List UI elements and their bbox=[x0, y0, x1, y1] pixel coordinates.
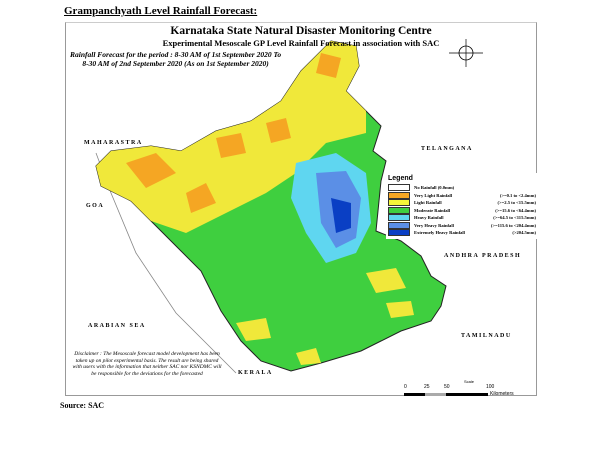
legend-swatch bbox=[388, 229, 410, 237]
legend-item: Very Heavy Rainfall (>=115.6 to <204.4mm) bbox=[388, 221, 536, 230]
legend-title: Legend bbox=[388, 175, 413, 182]
label-telangana: TELANGANA bbox=[421, 146, 473, 152]
scale-tick: 50 bbox=[444, 384, 450, 390]
label-arabian-sea: ARABIAN SEA bbox=[88, 323, 146, 329]
scale-bar: Scale 0 25 50 100 Kilometers bbox=[404, 379, 534, 397]
source-note: Source: SAC bbox=[60, 401, 105, 410]
legend-range: (>=15.6 to <64.4mm) bbox=[495, 207, 536, 213]
map-subtitle: Experimental Mesoscale GP Level Rainfall… bbox=[162, 38, 440, 48]
scale-title: Scale bbox=[463, 379, 474, 384]
north-arrow-compass-icon bbox=[449, 39, 483, 67]
legend-range: (>=0.1 to <2.4mm) bbox=[499, 192, 536, 198]
legend-range: (>=2.5 to <15.5mm) bbox=[497, 200, 536, 206]
scale-tick: 100 bbox=[486, 384, 495, 390]
label-goa: GOA bbox=[86, 203, 105, 209]
legend-range: (>=64.5 to <115.5mm) bbox=[493, 215, 536, 221]
legend-range: (>=115.6 to <204.4mm) bbox=[490, 222, 536, 228]
extreme-rain-region bbox=[331, 198, 351, 233]
period-line-2: 8-30 AM of 2nd September 2020 (As on 1st… bbox=[82, 59, 269, 68]
scale-unit: Kilometers bbox=[490, 391, 514, 397]
legend-label: Light Rainfall bbox=[414, 200, 442, 206]
legend-swatch bbox=[388, 214, 410, 222]
legend-swatch bbox=[388, 206, 410, 214]
legend-item: Heavy Rainfall (>=64.5 to <115.5mm) bbox=[388, 214, 536, 222]
scale-tick: 0 bbox=[404, 384, 407, 390]
scale-bar-graphic bbox=[404, 392, 488, 396]
legend-item: Very Light Rainfall (>=0.1 to <2.4mm) bbox=[388, 191, 536, 200]
legend-item: No Rainfall (0.0mm) bbox=[388, 184, 536, 192]
legend-label: Very Heavy Rainfall bbox=[414, 222, 454, 228]
legend-label: Extremely Heavy Rainfall bbox=[414, 230, 465, 236]
legend-item: Moderate Rainfall (>=15.6 to <64.4mm) bbox=[388, 206, 536, 215]
very-light-rain-patches bbox=[126, 53, 341, 213]
legend-swatch bbox=[388, 221, 410, 229]
south-light-rain-patches bbox=[236, 268, 414, 365]
legend-range: (>204.5mm) bbox=[512, 230, 536, 236]
disclaimer: Disclaimer : The Mesoscale forecast mode… bbox=[72, 351, 222, 377]
legend-label: Moderate Rainfall bbox=[414, 207, 451, 213]
scale-tick: 25 bbox=[424, 384, 430, 390]
legend-swatch bbox=[388, 184, 410, 192]
label-tamilnadu: TAMILNADU bbox=[461, 333, 512, 339]
map-title: Karnataka State Natural Disaster Monitor… bbox=[170, 25, 432, 37]
rainfall-map: Karnataka State Natural Disaster Monitor… bbox=[65, 22, 538, 397]
legend-label: No Rainfall (0.0mm) bbox=[414, 185, 455, 191]
legend-item: Extremely Heavy Rainfall (>204.5mm) bbox=[388, 229, 536, 237]
legend-swatch bbox=[388, 191, 410, 199]
legend-label: Very Light Rainfall bbox=[414, 192, 453, 198]
label-kerala: KERALA bbox=[238, 370, 273, 376]
map-legend: Legend No Rainfall (0.0mm) Very Light Rai… bbox=[386, 173, 538, 239]
label-andhra-pradesh: ANDHRA PRADESH bbox=[444, 253, 522, 259]
legend-swatch bbox=[388, 199, 410, 207]
karnataka-map-graphic bbox=[95, 39, 483, 374]
label-maharastra: MAHARASTRA bbox=[84, 140, 143, 146]
period-line-1: Rainfall Forecast for the period : 8-30 … bbox=[70, 50, 282, 59]
forecast-period: Rainfall Forecast for the period : 8-30 … bbox=[70, 50, 281, 68]
legend-item: Light Rainfall (>=2.5 to <15.5mm) bbox=[388, 199, 536, 207]
page-heading: Grampanchyath Level Rainfall Forecast: bbox=[64, 5, 258, 17]
legend-label: Heavy Rainfall bbox=[414, 215, 444, 221]
